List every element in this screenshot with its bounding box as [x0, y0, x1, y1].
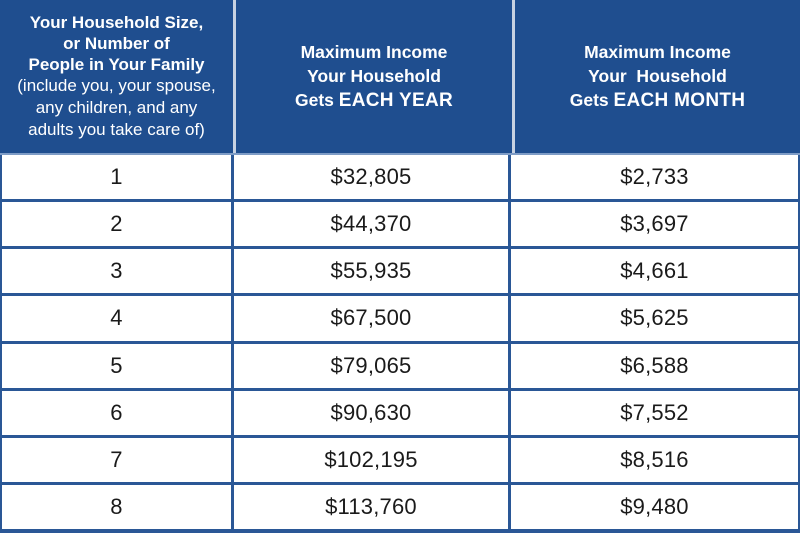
- header-monthly-line3-prefix: Gets: [569, 90, 614, 110]
- cell-yearly-income: $55,935: [234, 249, 508, 294]
- header-yearly-line3: Gets EACH YEAR: [295, 88, 453, 113]
- header-household-size-subtitle: (include you, your spouse, any children,…: [17, 76, 216, 139]
- cell-household-size: 7: [2, 437, 231, 482]
- header-column-divider: [512, 0, 515, 153]
- table-row: 2 $44,370 $3,697: [2, 202, 798, 247]
- table-row: 8 $113,760 $9,480: [2, 484, 798, 529]
- cell-yearly-income: $90,630: [234, 390, 508, 435]
- cell-yearly-income: $44,370: [234, 202, 508, 247]
- header-yearly-line3-prefix: Gets: [294, 90, 339, 110]
- cell-yearly-income: $79,065: [234, 343, 508, 388]
- header-yearly-line3-strong: EACH YEAR: [338, 90, 454, 111]
- cell-household-size: 5: [2, 343, 231, 388]
- table-row: 7 $102,195 $8,516: [2, 437, 798, 482]
- cell-yearly-income: $67,500: [234, 296, 508, 341]
- cell-household-size: 3: [2, 249, 231, 294]
- header-yearly-income: Maximum Income Your Household Gets EACH …: [236, 0, 512, 153]
- cell-household-size: 6: [2, 390, 231, 435]
- cell-household-size: 2: [2, 202, 231, 247]
- cell-household-size: 8: [2, 484, 231, 529]
- cell-monthly-income: $6,588: [511, 343, 798, 388]
- header-column-divider: [233, 0, 236, 153]
- header-yearly-line2: Your Household: [307, 66, 441, 86]
- cell-monthly-income: $3,697: [511, 202, 798, 247]
- header-monthly-line1: Maximum Income: [584, 42, 731, 62]
- cell-yearly-income: $32,805: [234, 155, 508, 200]
- cell-monthly-income: $4,661: [511, 249, 798, 294]
- table-row: 6 $90,630 $7,552: [2, 390, 798, 435]
- cell-yearly-income: $102,195: [234, 437, 508, 482]
- header-monthly-income: Maximum Income Your Household Gets EACH …: [515, 0, 800, 153]
- header-yearly-line1: Maximum Income: [300, 42, 448, 62]
- cell-monthly-income: $2,733: [511, 155, 798, 200]
- cell-household-size: 1: [2, 155, 231, 200]
- header-body-separator: [0, 153, 800, 155]
- cell-monthly-income: $5,625: [511, 296, 798, 341]
- cell-monthly-income: $7,552: [511, 390, 798, 435]
- cell-yearly-income: $113,760: [234, 484, 508, 529]
- header-monthly-line3-strong: EACH MONTH: [613, 90, 746, 111]
- header-monthly-line2: Your Household: [588, 66, 727, 86]
- header-monthly-line3: Gets EACH MONTH: [570, 88, 746, 113]
- header-household-size-title: Your Household Size, or Number of People…: [28, 13, 205, 74]
- table-body: 1 $32,805 $2,733 2 $44,370 $3,697 3 $55,935 $4,6…: [0, 155, 800, 533]
- table-row: 1 $32,805 $2,733: [2, 155, 798, 200]
- cell-monthly-income: $8,516: [511, 437, 798, 482]
- cell-monthly-income: $9,480: [511, 484, 798, 529]
- table-header-row: Your Household Size, or Number of People…: [0, 0, 800, 153]
- header-household-size: Your Household Size, or Number of People…: [0, 0, 233, 153]
- table-row: 3 $55,935 $4,661: [2, 249, 798, 294]
- table-row: 5 $79,065 $6,588: [2, 343, 798, 388]
- table-row: 4 $67,500 $5,625: [2, 296, 798, 341]
- cell-household-size: 4: [2, 296, 231, 341]
